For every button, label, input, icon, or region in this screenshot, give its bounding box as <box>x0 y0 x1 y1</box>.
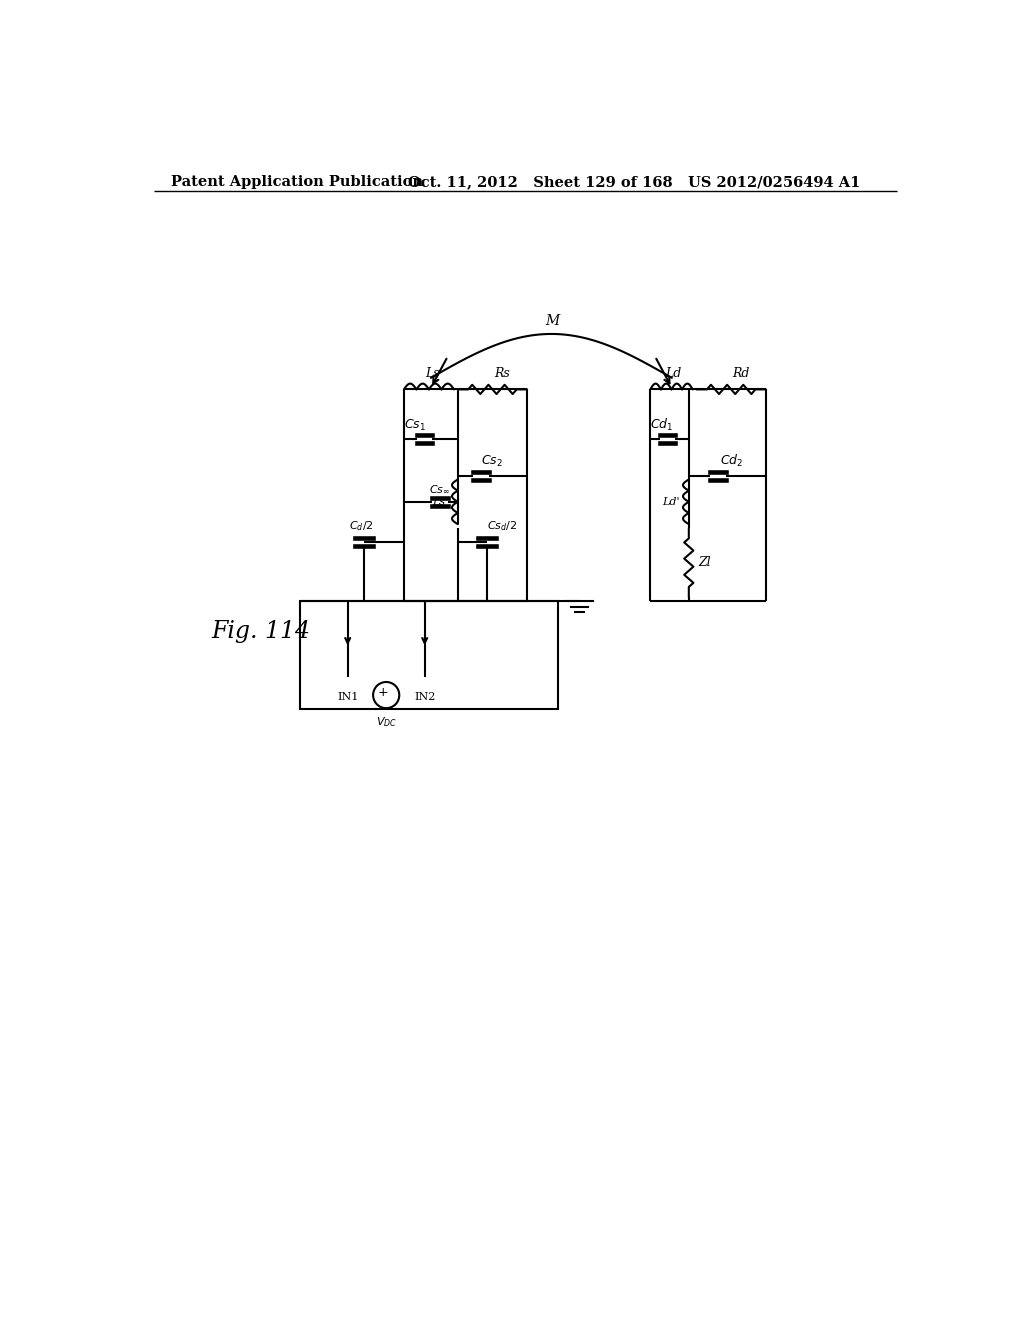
Text: $\mathit{Cs_2}$: $\mathit{Cs_2}$ <box>481 454 503 469</box>
Text: Ls: Ls <box>426 367 440 380</box>
Text: M: M <box>545 314 559 327</box>
Text: Ld': Ld' <box>663 496 680 507</box>
Text: $\mathit{Cs_\infty}$: $\mathit{Cs_\infty}$ <box>429 483 451 495</box>
Bar <box>300 601 558 709</box>
Text: Ls': Ls' <box>432 496 449 507</box>
Text: $\mathit{C_d/2}$: $\mathit{C_d/2}$ <box>349 520 374 533</box>
Text: Fig. 114: Fig. 114 <box>211 620 310 643</box>
Text: Zl: Zl <box>698 556 711 569</box>
Text: IN2: IN2 <box>414 692 435 702</box>
Text: Patent Application Publication: Patent Application Publication <box>171 176 423 189</box>
Text: $\mathit{V_{DC}}$: $\mathit{V_{DC}}$ <box>376 715 396 729</box>
Text: Oct. 11, 2012   Sheet 129 of 168   US 2012/0256494 A1: Oct. 11, 2012 Sheet 129 of 168 US 2012/0… <box>408 176 860 189</box>
Text: $\mathit{Cs_d/2}$: $\mathit{Cs_d/2}$ <box>487 520 517 533</box>
Text: $\mathit{Cd_2}$: $\mathit{Cd_2}$ <box>720 453 742 469</box>
Text: +: + <box>378 685 388 698</box>
Text: Rd: Rd <box>732 367 750 380</box>
Text: Ld: Ld <box>665 367 681 380</box>
Text: Rs: Rs <box>494 367 510 380</box>
Text: IN1: IN1 <box>337 692 358 702</box>
Text: $\mathit{Cs_1}$: $\mathit{Cs_1}$ <box>403 417 426 433</box>
Text: $\mathit{Cd_1}$: $\mathit{Cd_1}$ <box>650 416 674 433</box>
